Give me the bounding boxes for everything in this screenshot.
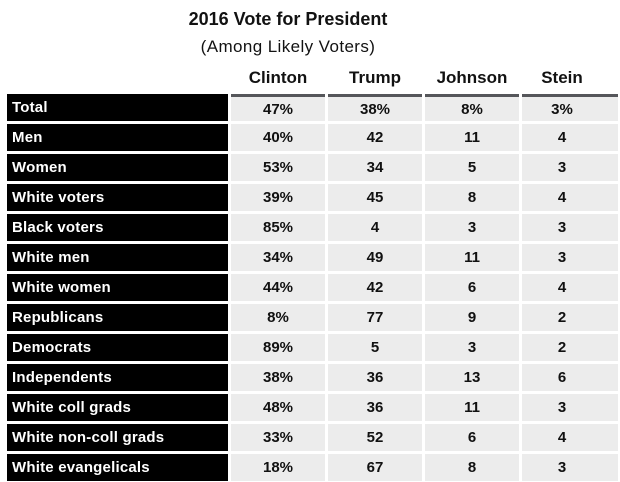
row-label: Democrats — [7, 334, 228, 361]
row-label: White women — [7, 274, 228, 301]
poll-table: Clinton Trump Johnson Stein Total 47% 38% 8% 3% M… — [0, 66, 620, 481]
data-cell: 85% — [231, 214, 325, 241]
data-cell: 52 — [328, 424, 422, 451]
data-cell: 45 — [328, 184, 422, 211]
row-label: Women — [7, 154, 228, 181]
data-cell: 3 — [522, 214, 618, 241]
data-cell: 77 — [328, 304, 422, 331]
data-cell: 11 — [425, 394, 519, 421]
data-cell: 42 — [328, 124, 422, 151]
data-cell: 4 — [522, 184, 618, 211]
data-cell: 18% — [231, 454, 325, 481]
data-cell: 4 — [522, 124, 618, 151]
data-cell: 67 — [328, 454, 422, 481]
data-cell: 4 — [522, 274, 618, 301]
data-cell: 5 — [328, 334, 422, 361]
data-cell: 36 — [328, 394, 422, 421]
data-cell: 9 — [425, 304, 519, 331]
data-cell: 49 — [328, 244, 422, 271]
data-cell: 3 — [522, 154, 618, 181]
data-cell: 34% — [231, 244, 325, 271]
data-cell: 40% — [231, 124, 325, 151]
data-cell: 34 — [328, 154, 422, 181]
data-cell: 8% — [231, 304, 325, 331]
data-cell: 6 — [522, 364, 618, 391]
data-cell: 8 — [425, 454, 519, 481]
data-cell: 38% — [231, 364, 325, 391]
data-cell: 5 — [425, 154, 519, 181]
row-label: White coll grads — [7, 394, 228, 421]
row-label: Republicans — [7, 304, 228, 331]
column-header-clinton: Clinton — [248, 68, 308, 87]
data-cell: 48% — [231, 394, 325, 421]
data-cell: 3 — [522, 244, 618, 271]
data-cell: 8% — [425, 94, 519, 121]
data-cell: 53% — [231, 154, 325, 181]
data-cell: 39% — [231, 184, 325, 211]
data-cell: 3% — [522, 94, 618, 121]
data-cell: 3 — [522, 454, 618, 481]
data-cell: 11 — [425, 244, 519, 271]
row-label: Independents — [7, 364, 228, 391]
row-label: White voters — [7, 184, 228, 211]
data-cell: 4 — [522, 424, 618, 451]
row-label: White evangelicals — [7, 454, 228, 481]
data-cell: 42 — [328, 274, 422, 301]
data-cell: 33% — [231, 424, 325, 451]
table-corner-spacer — [7, 66, 228, 91]
data-cell: 11 — [425, 124, 519, 151]
chart-subtitle: (Among Likely Voters) — [200, 37, 376, 56]
data-cell: 13 — [425, 364, 519, 391]
data-cell: 4 — [328, 214, 422, 241]
data-cell: 2 — [522, 334, 618, 361]
chart-title: 2016 Vote for President — [188, 9, 388, 29]
data-cell: 47% — [231, 94, 325, 121]
data-cell: 6 — [425, 424, 519, 451]
data-cell: 3 — [425, 214, 519, 241]
data-cell: 38% — [328, 94, 422, 121]
data-cell: 3 — [522, 394, 618, 421]
row-label: White men — [7, 244, 228, 271]
data-cell: 3 — [425, 334, 519, 361]
row-label: Black voters — [7, 214, 228, 241]
data-cell: 44% — [231, 274, 325, 301]
row-label: Total — [7, 94, 228, 121]
column-header-johnson: Johnson — [436, 68, 508, 87]
data-cell: 36 — [328, 364, 422, 391]
row-label: Men — [7, 124, 228, 151]
row-label: White non-coll grads — [7, 424, 228, 451]
data-cell: 89% — [231, 334, 325, 361]
column-header-stein: Stein — [541, 68, 583, 87]
column-header-trump: Trump — [349, 68, 401, 87]
data-cell: 6 — [425, 274, 519, 301]
data-cell: 2 — [522, 304, 618, 331]
data-cell: 8 — [425, 184, 519, 211]
